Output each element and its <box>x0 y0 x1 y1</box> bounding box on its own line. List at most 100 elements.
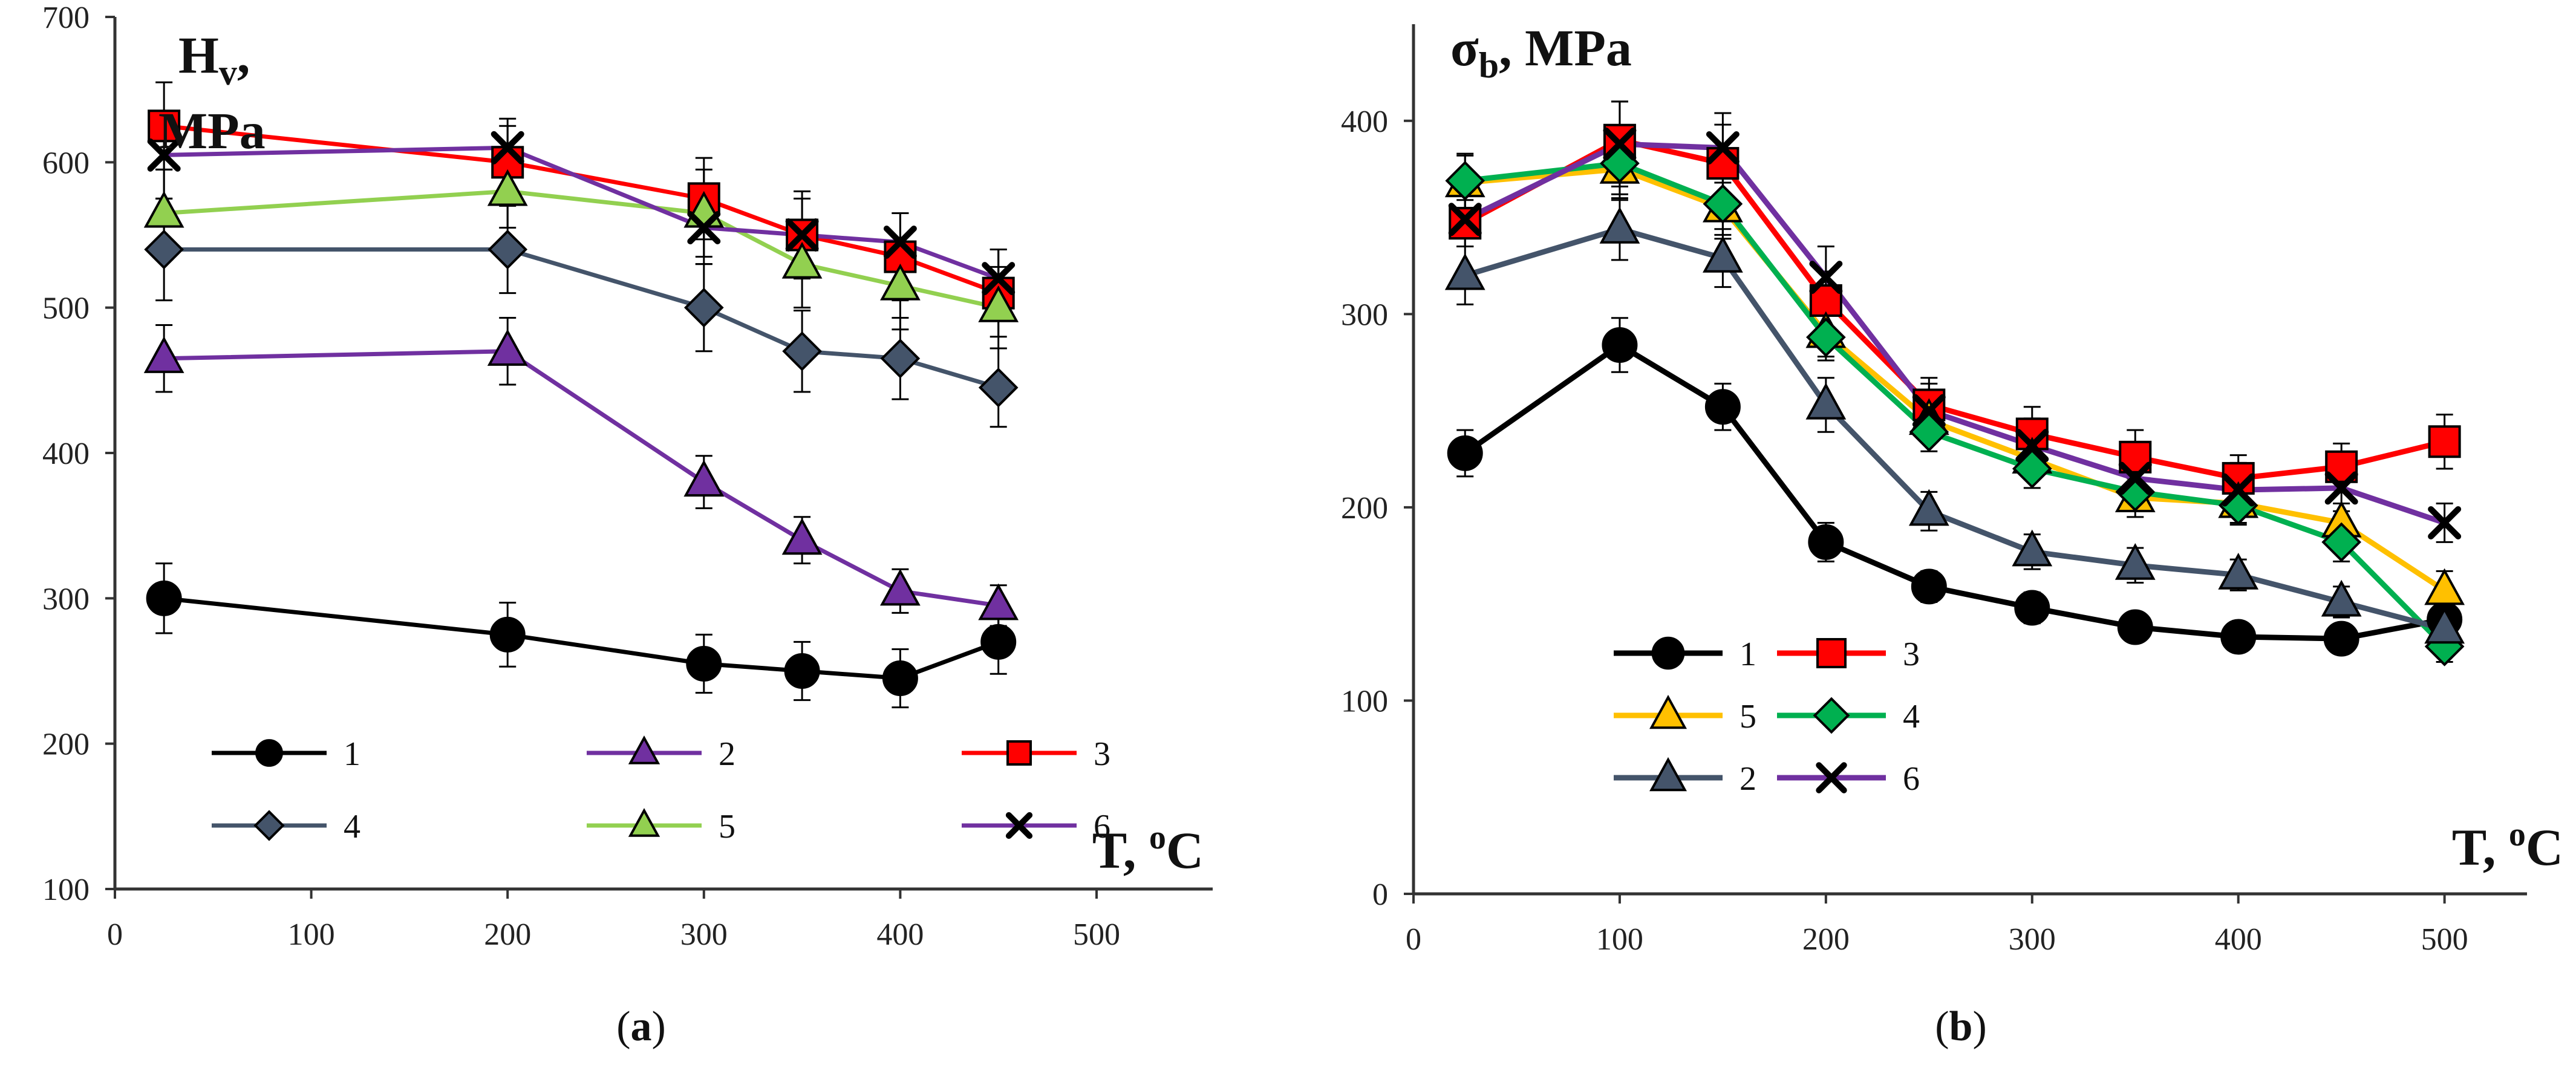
data-point-series-6 <box>2324 471 2358 505</box>
x-tick-label: 0 <box>107 917 123 952</box>
data-point-series-2 <box>143 336 184 373</box>
data-point-series-1 <box>882 660 918 697</box>
x-tick-label: 500 <box>1073 917 1120 952</box>
data-point-series-1 <box>784 653 820 689</box>
data-point-series-2 <box>2321 579 2362 617</box>
data-point-series-1 <box>1808 524 1844 560</box>
data-point-series-2 <box>880 568 921 606</box>
legend-label-4: 4 <box>1903 698 1920 735</box>
legend-label-1: 1 <box>344 735 360 773</box>
data-point-series-1 <box>2220 619 2257 655</box>
data-point-series-1 <box>2014 590 2050 626</box>
y-tick-label: 200 <box>1341 491 1388 526</box>
data-point-series-2 <box>2218 553 2259 590</box>
legend-marker-6 <box>1005 812 1033 839</box>
series-line-4 <box>1464 160 2447 649</box>
legend-marker-4 <box>253 810 285 841</box>
series-line-3 <box>1464 137 2445 481</box>
panel-a-legend: 1 2 3 4 5 6 <box>212 735 1110 845</box>
y-tick-label: 100 <box>42 873 90 907</box>
data-point-series-2 <box>1444 253 1485 290</box>
legend-marker-5 <box>1649 694 1687 729</box>
data-point-series-4 <box>144 229 184 270</box>
legend-marker-2 <box>628 735 660 764</box>
x-tick-label: 400 <box>2215 922 2262 957</box>
panel-b-x-axis-label: T, oC <box>2452 816 2563 876</box>
x-tick-label: 500 <box>2421 922 2468 957</box>
x-tick-label: 400 <box>876 917 924 952</box>
y-tick-label: 100 <box>1341 684 1388 718</box>
data-point-series-6 <box>1912 394 1946 428</box>
legend-label-6: 6 <box>1903 760 1920 798</box>
data-point-series-1 <box>1704 389 1741 425</box>
x-tick-label: 100 <box>288 917 335 952</box>
panel-a-title: Hv, <box>178 26 250 93</box>
x-tick-label: 200 <box>484 917 531 952</box>
data-point-series-6 <box>2428 506 2462 539</box>
data-point-series-5 <box>2424 568 2465 605</box>
panel-a-title-unit: MPa <box>158 102 266 160</box>
data-point-series-6 <box>687 210 721 244</box>
legend-label-5: 5 <box>719 808 735 845</box>
data-point-series-6 <box>1603 127 1637 161</box>
data-point-series-4 <box>2115 472 2156 512</box>
data-point-series-6 <box>785 218 819 252</box>
legend-marker-1 <box>255 739 283 767</box>
data-point-series-5 <box>978 285 1019 322</box>
data-point-series-3 <box>1706 147 1740 180</box>
x-tick-label: 300 <box>680 917 728 952</box>
data-point-series-6 <box>883 226 917 259</box>
data-point-series-4 <box>683 287 724 328</box>
data-point-series-1 <box>980 624 1017 660</box>
data-point-series-6 <box>2222 473 2255 507</box>
data-point-series-1 <box>2323 620 2359 657</box>
legend-marker-2 <box>1649 757 1687 792</box>
data-point-series-2 <box>487 329 528 366</box>
data-point-series-6 <box>1706 131 1740 165</box>
data-point-series-2 <box>1908 489 1949 526</box>
data-point-series-2 <box>2012 529 2053 567</box>
panel-b-strength-chart: 0 100 200 300 400 500 0 100 200 300 400 σb, MPa T,… <box>1341 19 2563 1050</box>
y-tick-label: 400 <box>42 437 90 471</box>
data-point-series-5 <box>880 263 921 301</box>
data-point-series-5 <box>143 191 184 228</box>
legend-marker-1 <box>1651 636 1685 670</box>
data-point-series-1 <box>146 580 182 616</box>
data-point-series-6 <box>982 262 1016 296</box>
data-point-series-4 <box>487 229 528 270</box>
data-point-series-6 <box>147 138 181 172</box>
y-tick-label: 700 <box>42 1 90 35</box>
data-point-series-6 <box>1448 203 1482 236</box>
data-point-series-1 <box>489 616 526 653</box>
panel-a-hardness-chart: 0 100 200 300 400 500 100 200 300 400 500 600 700 Hv… <box>42 1 1213 1050</box>
data-point-series-4 <box>1806 317 1846 357</box>
legend-label-1: 1 <box>1740 636 1756 673</box>
y-tick-label: 0 <box>1372 878 1388 912</box>
data-point-series-2 <box>683 460 725 497</box>
series-line-2 <box>1464 226 2445 632</box>
series-line-3 <box>163 123 999 295</box>
data-point-series-6 <box>491 131 524 164</box>
panel-a-x-axis-label: T, oC <box>1092 819 1204 879</box>
data-point-series-3 <box>148 109 181 143</box>
data-point-series-4 <box>782 331 822 371</box>
x-tick-label: 300 <box>2009 922 2056 957</box>
legend-label-2: 2 <box>719 735 735 773</box>
legend-marker-3 <box>1006 740 1032 766</box>
y-tick-label: 300 <box>42 582 90 616</box>
legend-label-3: 3 <box>1094 735 1110 773</box>
legend-label-2: 2 <box>1740 760 1756 798</box>
legend-marker-5 <box>628 808 660 837</box>
legend-label-3: 3 <box>1903 636 1920 673</box>
data-point-series-2 <box>781 518 823 555</box>
y-tick-label: 500 <box>42 291 90 326</box>
data-point-series-6 <box>2015 429 2049 463</box>
data-point-series-1 <box>1602 327 1638 363</box>
data-point-series-4 <box>1445 161 1485 201</box>
data-point-series-4 <box>978 368 1019 408</box>
data-point-series-2 <box>1703 235 1743 273</box>
panel-b-title: σb, MPa <box>1450 19 1632 85</box>
series-line-4 <box>164 247 999 390</box>
data-point-series-6 <box>2118 461 2152 495</box>
